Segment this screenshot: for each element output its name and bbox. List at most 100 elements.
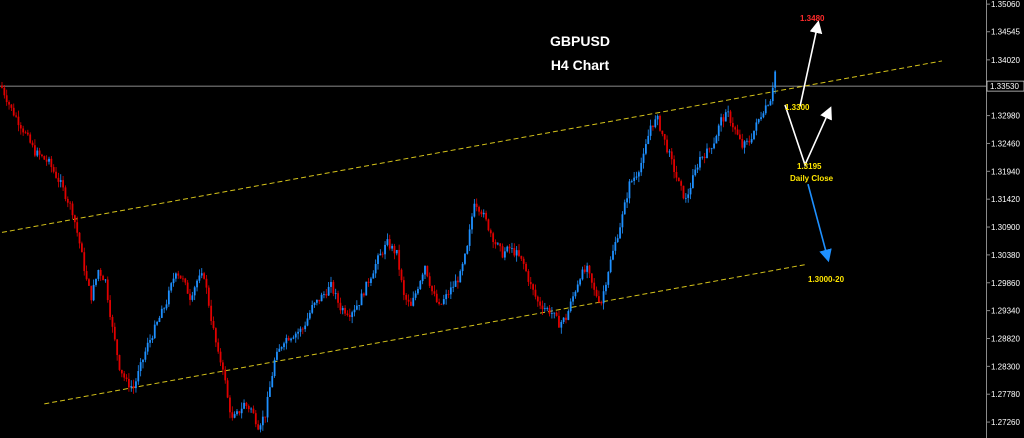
candle-bear xyxy=(346,313,349,315)
candle-bull xyxy=(755,122,758,131)
candle-bear xyxy=(325,294,328,296)
candle-bull xyxy=(746,140,748,142)
candle-bull xyxy=(285,337,288,344)
candle-bull xyxy=(764,105,767,114)
candle-bull xyxy=(753,130,755,140)
candle-bull xyxy=(379,253,382,256)
candle-bear xyxy=(301,328,304,330)
candle-bear xyxy=(494,242,497,245)
candle-bull xyxy=(640,162,643,173)
resistance-price-label: 1.3300 xyxy=(785,103,810,112)
candle-bear xyxy=(670,151,673,160)
candle-bull xyxy=(95,278,97,285)
candle-bull xyxy=(724,112,727,122)
candle-bear xyxy=(247,405,250,410)
candle-bear xyxy=(534,289,537,297)
candle-bull xyxy=(607,272,610,285)
candle-bull xyxy=(687,194,690,198)
candle-bull xyxy=(701,156,704,158)
candle-bear xyxy=(264,416,267,418)
candle-bull xyxy=(358,305,361,306)
candle-bear xyxy=(339,302,342,311)
daily-close-price-label: 1.3195 xyxy=(797,162,822,171)
price-tick-label: 1.31940 xyxy=(991,167,1020,176)
candle-bear xyxy=(69,202,72,204)
candle-bull xyxy=(372,273,375,279)
candle-bull xyxy=(579,279,581,285)
candle-bull xyxy=(135,381,137,389)
candle-bull xyxy=(689,188,692,195)
candle-bear xyxy=(222,362,224,370)
candle-bull xyxy=(757,119,760,123)
candle-bull xyxy=(656,115,659,120)
candle-bear xyxy=(478,206,480,212)
candle-bear xyxy=(708,148,711,150)
candle-bull xyxy=(424,265,426,275)
candle-bull xyxy=(167,290,170,305)
candle-bull xyxy=(553,312,556,314)
candle-bear xyxy=(405,294,408,300)
candle-bull xyxy=(645,144,647,154)
candle-bull xyxy=(504,251,506,258)
candle-bull xyxy=(750,139,753,143)
candle-bear xyxy=(680,181,683,186)
candle-bear xyxy=(440,303,443,305)
candle-bull xyxy=(269,387,271,397)
price-tick-label: 1.30380 xyxy=(991,251,1020,260)
candle-bull xyxy=(762,113,765,118)
candle-bear xyxy=(214,328,217,343)
candle-bear xyxy=(231,412,234,418)
candle-bear xyxy=(565,317,567,320)
candle-bear xyxy=(318,299,321,302)
candle-bear xyxy=(590,273,593,283)
candle-bear xyxy=(50,158,53,168)
candle-bull xyxy=(572,296,574,302)
candle-bear xyxy=(558,315,560,328)
candle-bear xyxy=(83,252,86,272)
candle-bear xyxy=(739,134,741,139)
candle-bear xyxy=(207,287,210,306)
candle-bull xyxy=(445,294,448,300)
candle-bear xyxy=(508,246,511,249)
candle-bull xyxy=(412,297,415,306)
candle-bull xyxy=(543,308,546,310)
candle-bear xyxy=(677,177,680,182)
candle-bear xyxy=(518,250,520,256)
candle-bull xyxy=(374,263,377,274)
candle-bull xyxy=(581,269,584,280)
candle-bear xyxy=(431,285,433,292)
candle-bear xyxy=(388,239,391,249)
candle-bull xyxy=(466,245,469,254)
candle-bull xyxy=(144,351,147,360)
candle-bear xyxy=(113,326,116,340)
candle-bear xyxy=(722,117,725,122)
candle-bull xyxy=(276,351,278,360)
candle-bear xyxy=(66,198,69,203)
candle-bear xyxy=(661,130,664,135)
candle-bull xyxy=(551,313,553,314)
candle-bull xyxy=(560,321,563,328)
candle-bear xyxy=(348,314,351,318)
candle-bear xyxy=(659,115,661,131)
candle-bull xyxy=(283,343,285,348)
candle-bull xyxy=(630,180,633,182)
candle-bull xyxy=(290,338,292,341)
candle-bull xyxy=(419,281,422,289)
candle-bear xyxy=(43,156,46,160)
candle-bear xyxy=(734,127,737,130)
candle-bear xyxy=(203,273,205,279)
price-tick-label: 1.29860 xyxy=(991,279,1020,288)
candle-bull xyxy=(619,227,621,239)
candle-bull xyxy=(304,325,307,330)
candle-bear xyxy=(85,271,88,280)
candle-bull xyxy=(196,280,198,288)
candle-bear xyxy=(229,397,231,413)
candle-bull xyxy=(442,299,445,304)
candle-bull xyxy=(626,198,628,203)
price-tick-label: 1.31420 xyxy=(991,195,1020,204)
candle-bull xyxy=(250,408,252,410)
candle-bull xyxy=(240,408,243,414)
candle-bear xyxy=(109,300,111,317)
candle-bull xyxy=(153,324,156,339)
